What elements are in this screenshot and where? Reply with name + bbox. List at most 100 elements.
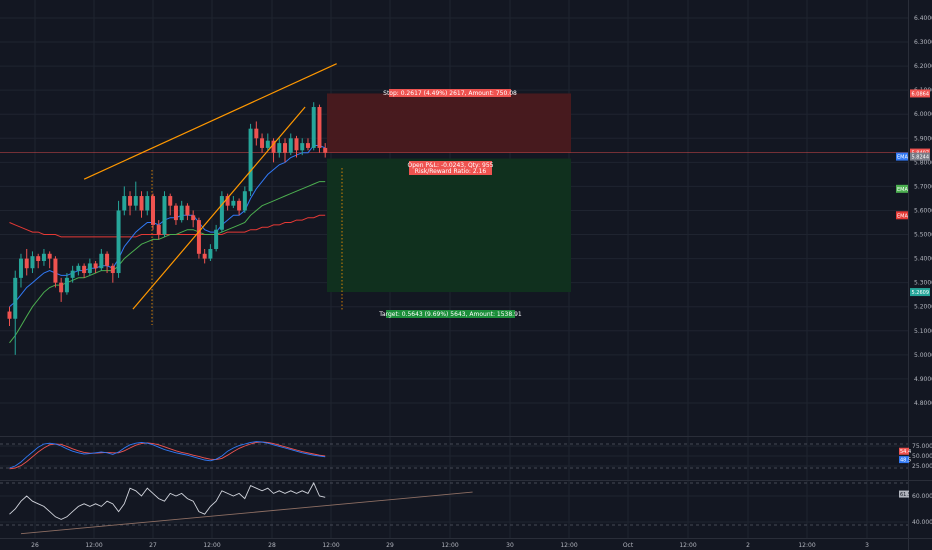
candle-down — [139, 196, 144, 211]
candle-up — [208, 248, 213, 259]
time-tick-label: 12:00 — [798, 542, 815, 549]
ema-legend-label: EMA — [897, 155, 908, 161]
time-tick-label: 12:00 — [203, 542, 220, 549]
wedge-upper-trendline — [83, 63, 337, 180]
price-tick-label: 5.6000 — [914, 207, 932, 214]
price-tick-label: 5.0000 — [914, 352, 932, 359]
price-tick-label: 6.3000 — [914, 39, 932, 46]
candle-up — [242, 191, 247, 211]
price-tick-label: 6.2000 — [914, 63, 932, 70]
time-tick-label: 29 — [386, 542, 394, 549]
ema-legend-label: EMA — [897, 213, 908, 219]
stop-loss-zone — [327, 93, 571, 153]
price-tag-box — [910, 148, 930, 157]
candle-down — [202, 253, 207, 259]
stop-label-box — [389, 89, 511, 97]
candle-up — [311, 107, 316, 148]
position-labels: Stop: 0.2617 (4.49%) 2617, Amount: 750.0… — [378, 89, 522, 318]
rsi-tag-box — [899, 490, 909, 498]
candle-up — [13, 277, 18, 319]
candle-up — [145, 196, 150, 211]
rsi-tick-label: 40.0000 — [912, 519, 932, 526]
stoch-tick-label: 50.0000 — [912, 453, 932, 460]
candle-down — [317, 107, 322, 148]
candle-down — [151, 196, 155, 225]
candle-down — [168, 196, 173, 206]
candle-up — [122, 196, 127, 211]
time-tick-label: 3 — [865, 542, 869, 549]
stoch-tick-label: 75.0000 — [912, 443, 932, 450]
price-tick-label: 6.0000 — [914, 111, 932, 118]
rsi-line — [9, 481, 326, 520]
price-tag: 6.0864 — [912, 91, 930, 97]
candle-up — [30, 256, 35, 269]
price-tick-label: 5.2000 — [914, 304, 932, 311]
candle-down — [260, 138, 265, 148]
risk-reward-label: Risk/Reward Ratio: 2.16 — [415, 168, 487, 175]
position-zones — [0, 93, 908, 325]
candle-up — [64, 277, 69, 293]
stochastic-pane — [0, 441, 908, 470]
candle-down — [53, 258, 58, 283]
candle-up — [162, 196, 167, 235]
candle-down — [254, 128, 259, 139]
candle-down — [128, 196, 133, 206]
ema-legend-box — [896, 184, 908, 193]
price-tick-label: 5.3000 — [914, 280, 932, 287]
time-tick-label: 12:00 — [441, 542, 458, 549]
candle-down — [185, 205, 190, 216]
stoch-k-line — [9, 441, 326, 469]
candle-up — [179, 205, 184, 221]
ema-slow-line — [9, 214, 326, 238]
candles — [7, 102, 328, 355]
candle-down — [305, 143, 310, 148]
candle-down — [323, 147, 328, 153]
candle-down — [105, 253, 110, 266]
candle-down — [156, 224, 161, 235]
price-tag: 5.2609 — [912, 290, 930, 296]
stoch-tag-box — [899, 456, 909, 464]
candle-up — [76, 265, 81, 271]
candle-down — [47, 253, 52, 259]
ema-fast-line — [9, 145, 326, 308]
candle-down — [7, 311, 12, 319]
price-axis[interactable]: 6.40006.30006.20006.10006.00005.90005.80… — [896, 15, 932, 526]
candle-up — [265, 140, 270, 148]
time-axis[interactable]: 26 12:00 27 12:00 28 12:00 29 12:00 30 12:00 Oct 12… — [31, 542, 869, 549]
candle-down — [93, 263, 98, 269]
candle-up — [99, 253, 104, 269]
candle-down — [36, 256, 41, 262]
time-tick-label: 30 — [506, 542, 514, 549]
candle-down — [225, 196, 230, 206]
stoch-d-line — [9, 441, 326, 470]
rsi-trendline — [20, 491, 473, 535]
stoch-tick-label: 25.0000 — [912, 463, 932, 470]
candle-down — [294, 138, 299, 151]
time-tick-label: 12:00 — [322, 542, 339, 549]
candle-up — [18, 258, 23, 278]
rsi-tag: 61.5 — [900, 492, 911, 498]
price-tick-label: 5.7000 — [914, 183, 932, 190]
time-tick-label: 12:00 — [560, 542, 577, 549]
rsi-pane — [0, 481, 908, 535]
candle-down — [283, 143, 288, 153]
ema-lines — [9, 145, 326, 344]
stoch-tag-box — [899, 447, 909, 455]
candle-up — [288, 138, 293, 153]
candle-down — [173, 205, 178, 221]
price-tick-label: 5.9000 — [914, 135, 932, 142]
candle-up — [87, 263, 92, 274]
price-tick-label: 5.4000 — [914, 256, 932, 263]
time-tick-label: 12:00 — [679, 542, 696, 549]
price-tick-label: 5.1000 — [914, 328, 932, 335]
price-tick-label: 5.8000 — [914, 159, 932, 166]
stoch-tag: 54.4 — [900, 449, 911, 455]
candle-up — [41, 253, 46, 262]
price-tick-label: 5.5000 — [914, 232, 932, 239]
price-tag-box — [910, 288, 930, 297]
open-pnl-box — [409, 161, 492, 175]
wedge-lines[interactable] — [83, 63, 337, 310]
price-tick-label: 6.4000 — [914, 15, 932, 22]
